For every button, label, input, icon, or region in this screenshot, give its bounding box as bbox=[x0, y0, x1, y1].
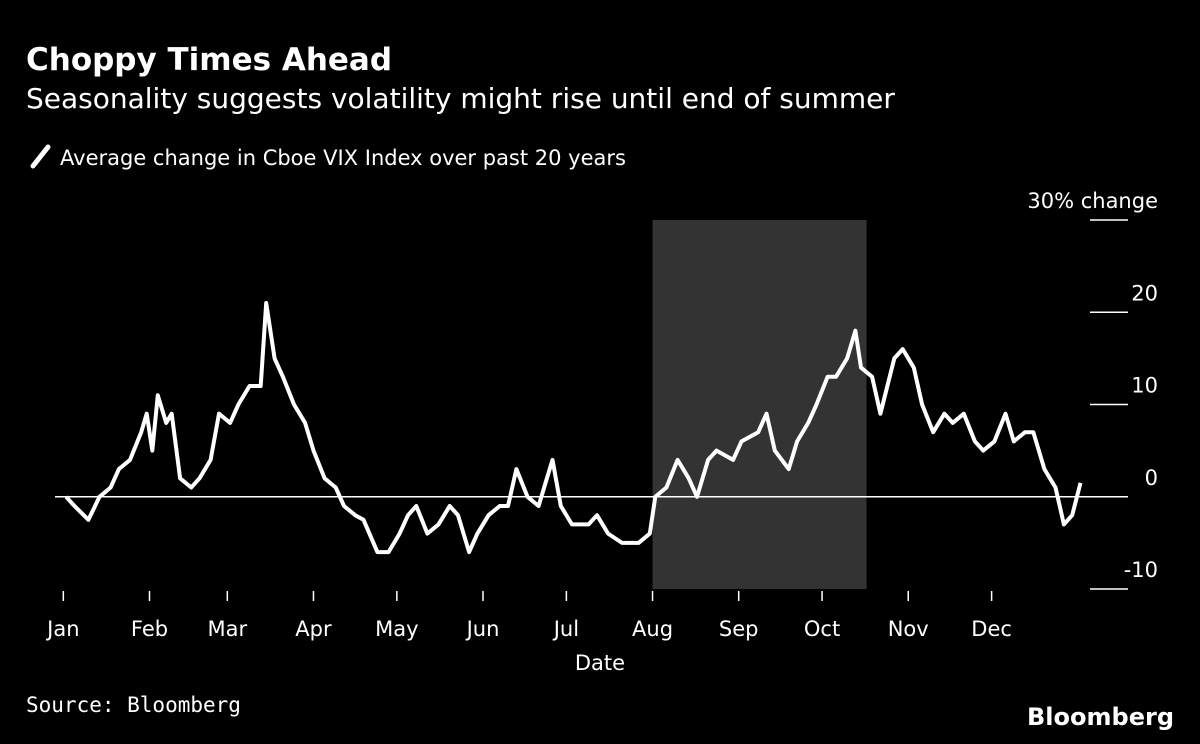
x-axis-label: Date bbox=[575, 651, 625, 675]
y-tick-label: -10 bbox=[1124, 558, 1158, 582]
x-tick-label: Nov bbox=[888, 617, 929, 641]
source: Source: Bloomberg bbox=[26, 693, 241, 717]
legend-label: Average change in Cboe VIX Index over pa… bbox=[60, 146, 626, 170]
x-tick-label: Jun bbox=[465, 617, 500, 641]
x-tick-label: Aug bbox=[632, 617, 673, 641]
x-tick-label: Jan bbox=[45, 617, 79, 641]
x-tick-label: Apr bbox=[295, 617, 332, 641]
chart-subtitle: Seasonality suggests volatility might ri… bbox=[26, 82, 895, 115]
x-tick-label: Mar bbox=[208, 617, 248, 641]
x-tick-label: Feb bbox=[131, 617, 168, 641]
brand: Bloomberg bbox=[1027, 703, 1174, 731]
highlight-band bbox=[652, 220, 867, 589]
x-tick-label: Jul bbox=[552, 617, 579, 641]
x-tick-label: Sep bbox=[719, 617, 759, 641]
y-tick-label: 10 bbox=[1131, 374, 1158, 398]
legend-swatch bbox=[30, 144, 51, 169]
x-tick-label: Dec bbox=[971, 617, 1012, 641]
y-tick-label: 0 bbox=[1145, 466, 1158, 490]
series-line bbox=[64, 301, 1083, 555]
y-tick-label: 20 bbox=[1131, 281, 1158, 305]
x-tick-label: Oct bbox=[804, 617, 840, 641]
x-tick-label: May bbox=[375, 617, 418, 641]
y-tick-label: 30% change bbox=[1027, 189, 1158, 213]
chart-title: Choppy Times Ahead bbox=[26, 42, 392, 78]
plot-area: -10 0 10 20 30% change Jan Feb Mar Apr May Jun Jul A… bbox=[45, 189, 1158, 641]
